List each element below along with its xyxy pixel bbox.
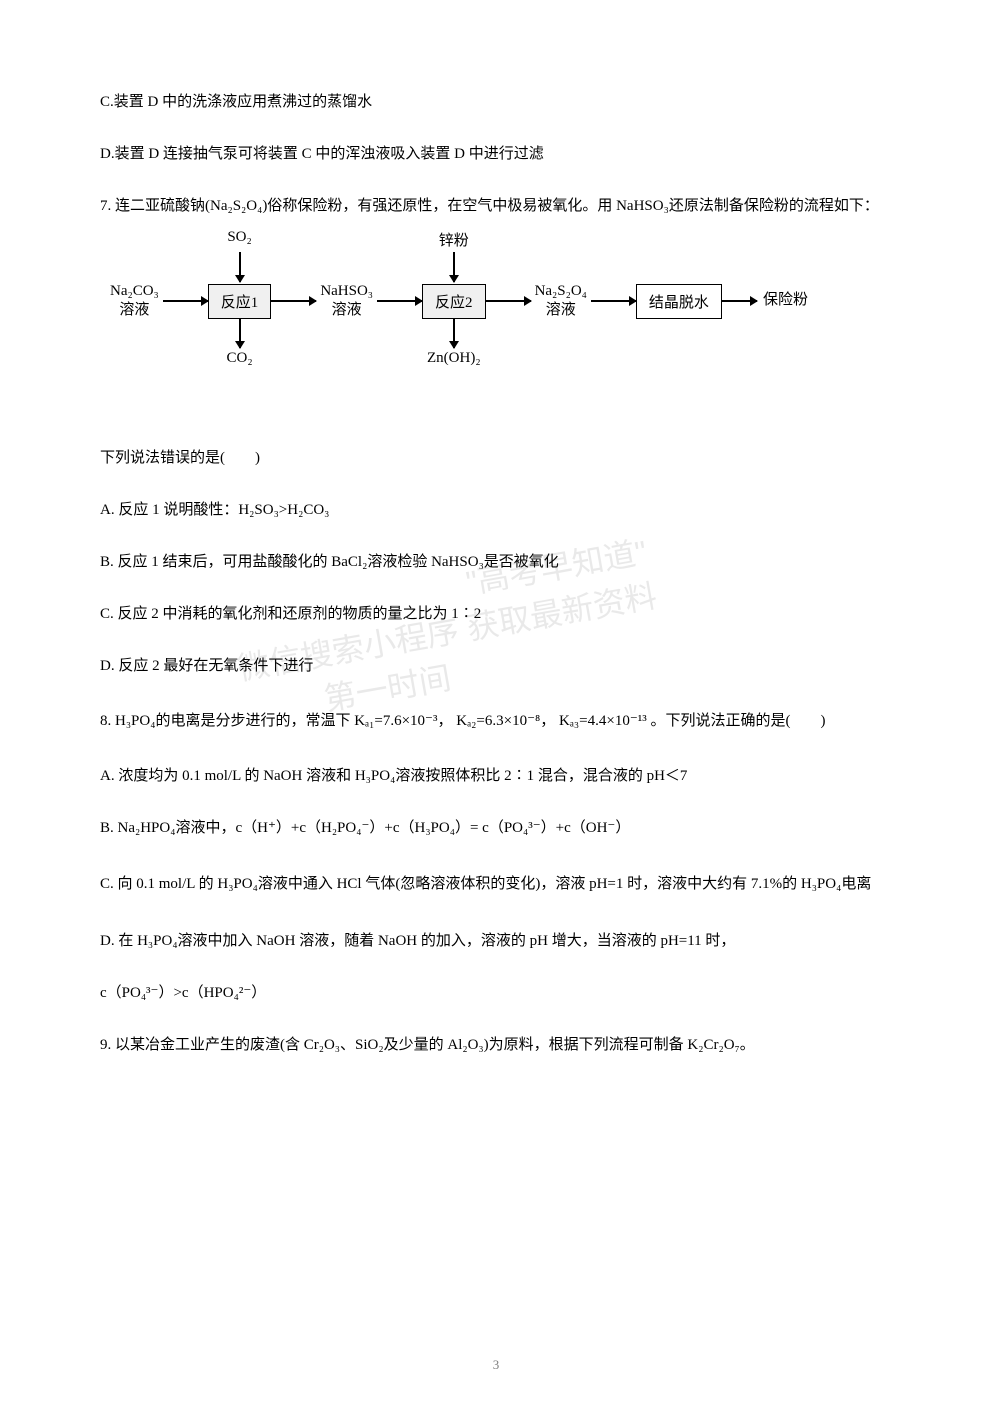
q7-option-d: D. 反应 2 最好在无氧条件下进行	[100, 654, 892, 678]
q8-ka2: Kₐ₂=6.3×10⁻⁸	[456, 713, 540, 729]
q7-option-b: B. 反应 1 结束后，可用盐酸酸化的 BaCl₂溶液检验 NaHSO₃是否被氧…	[100, 550, 892, 574]
flow-nahso3-top: NaHSO₃	[320, 283, 373, 299]
q6-option-c: C.装置 D 中的洗涤液应用煮沸过的蒸馏水	[100, 90, 892, 114]
q8-stem-a: 8. H₃PO₄的电离是分步进行的，常温下	[100, 713, 350, 729]
q8-ka1: Kₐ₁=7.6×10⁻³	[354, 713, 437, 729]
q9-stem: 9. 以某冶金工业产生的废渣(含 Cr₂O₃、SiO₂及少量的 Al₂O₃)为原…	[100, 1033, 892, 1057]
flow-final: 保险粉	[763, 291, 808, 311]
arrow-so2-down	[239, 252, 241, 282]
q8-option-d-2: c（PO₄³⁻）>c（HPO₄²⁻）	[100, 981, 892, 1005]
q7-flowchart: Na₂CO₃ 溶液 SO₂ 反应1 CO₂ NaHSO₃ 溶液 锌粉 反应2 Z…	[110, 226, 892, 376]
arrow-co2-down	[239, 318, 241, 348]
q8-stem-b: 。下列说法正确的是( )	[650, 713, 825, 729]
flow-box-reaction2: 反应2	[422, 284, 486, 319]
q7-prompt: 下列说法错误的是( )	[100, 446, 892, 470]
flow-na2s2o4-bottom: 溶液	[546, 302, 576, 318]
arrow-4	[486, 300, 531, 302]
arrow-znoh-down	[453, 318, 455, 348]
q6-option-d: D.装置 D 连接抽气泵可将装置 C 中的浑浊液吸入装置 D 中进行过滤	[100, 142, 892, 166]
arrow-3	[377, 300, 422, 302]
flow-nahso3: NaHSO₃ 溶液	[320, 282, 373, 321]
flow-co2: CO₂	[227, 350, 253, 367]
flow-so2: SO₂	[227, 229, 251, 246]
flow-zn: 锌粉	[439, 229, 469, 250]
flow-na2co3-bottom: 溶液	[119, 302, 149, 318]
q7-option-a: A. 反应 1 说明酸性：H₂SO₃>H₂CO₃	[100, 498, 892, 522]
arrow-1	[163, 300, 208, 302]
page-number: 3	[493, 1357, 500, 1373]
q8-stem: 8. H₃PO₄的电离是分步进行的，常温下 Kₐ₁=7.6×10⁻³， Kₐ₂=…	[100, 706, 892, 736]
flow-nahso3-bottom: 溶液	[332, 302, 362, 318]
flow-na2s2o4: Na₂S₂O₄ 溶液	[535, 282, 587, 321]
flow-box-reaction1: 反应1	[208, 284, 272, 319]
arrow-5	[591, 300, 636, 302]
q7-stem: 7. 连二亚硫酸钠(Na₂S₂O₄)俗称保险粉，有强还原性，在空气中极易被氧化。…	[100, 194, 892, 218]
flow-na2co3-top: Na₂CO₃	[110, 283, 159, 299]
q8-option-d-1: D. 在 H₃PO₄溶液中加入 NaOH 溶液，随着 NaOH 的加入，溶液的 …	[100, 929, 892, 953]
arrow-6	[722, 300, 757, 302]
arrow-2	[271, 300, 316, 302]
q8-ka3: Kₐ₃=4.4×10⁻¹³	[559, 713, 647, 729]
q8-option-b: B. Na₂HPO₄溶液中，c（H⁺）+c（H₂PO₄⁻）+c（H₃PO₄）= …	[100, 816, 892, 840]
q8-option-a: A. 浓度均为 0.1 mol/L 的 NaOH 溶液和 H₃PO₄溶液按照体积…	[100, 764, 892, 788]
q8-option-c: C. 向 0.1 mol/L 的 H₃PO₄溶液中通入 HCl 气体(忽略溶液体…	[100, 868, 892, 901]
flow-na2co3: Na₂CO₃ 溶液	[110, 282, 159, 321]
q7-option-c: C. 反应 2 中消耗的氧化剂和还原剂的物质的量之比为 1∶2	[100, 602, 892, 626]
flow-na2s2o4-top: Na₂S₂O₄	[535, 283, 587, 299]
arrow-zn-down	[453, 252, 455, 282]
flow-znoh2: Zn(OH)₂	[427, 350, 481, 367]
flow-box-crystal: 结晶脱水	[636, 284, 722, 319]
